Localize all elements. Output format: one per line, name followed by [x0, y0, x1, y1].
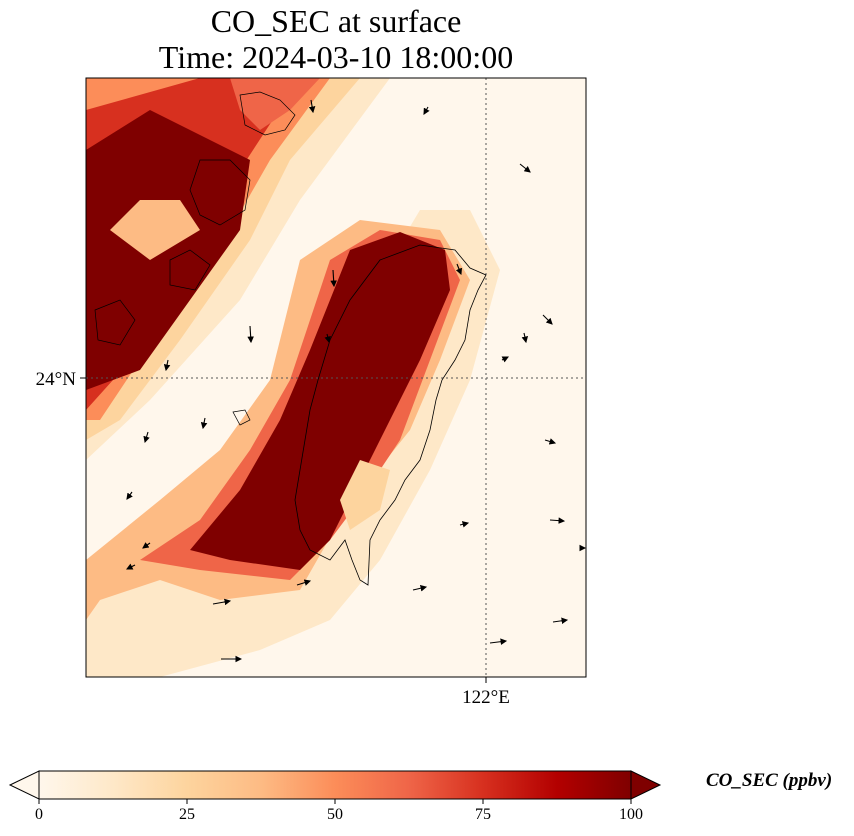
colorbar-tick-75: 75	[475, 806, 491, 823]
colorbar-max-extend	[630, 770, 662, 800]
colorbar-tick-50: 50	[327, 806, 343, 823]
taiwan-coastline	[294, 244, 487, 586]
colorbar-label: CO_SEC (ppbv)	[706, 770, 833, 791]
colorbar	[8, 770, 662, 804]
wind-vectors	[126, 99, 586, 663]
map-title: CO_SEC at surface	[210, 3, 462, 39]
colorbar-tick-100: 100	[619, 806, 643, 823]
colorbar-gradient	[38, 770, 632, 800]
mainland-coastline	[94, 91, 296, 426]
colorbar-tick-0: 0	[35, 806, 43, 823]
lat-tick-label: 24°N	[36, 369, 77, 390]
map-time-subtitle: Time: 2024-03-10 18:00:00	[158, 39, 514, 75]
lon-tick-label: 122°E	[462, 687, 510, 708]
colorbar-tick-25: 25	[179, 806, 195, 823]
colorbar-min-extend	[8, 770, 40, 800]
concentration-field	[86, 78, 586, 677]
